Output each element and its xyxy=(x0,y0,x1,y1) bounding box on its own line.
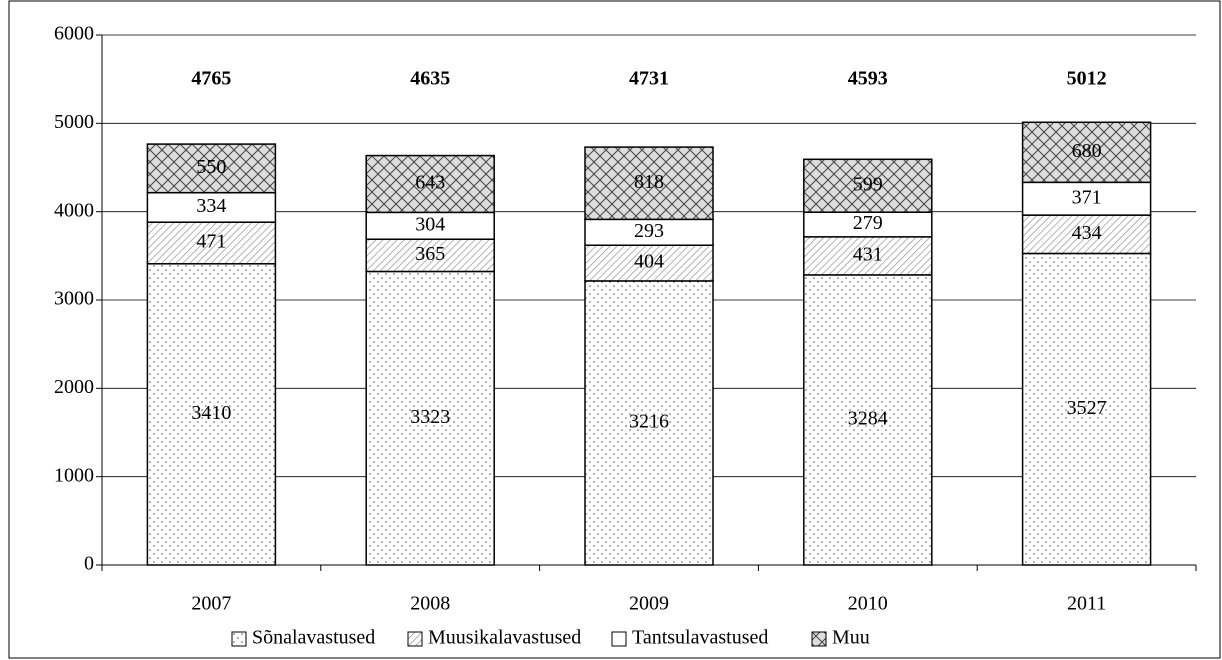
bar-segment xyxy=(365,238,495,273)
legend-label: Tantsulavastused xyxy=(632,627,768,649)
legend-label: Sõnalavastused xyxy=(252,627,375,649)
y-tick-label: 5000 xyxy=(54,111,94,133)
y-tick-label: 4000 xyxy=(54,199,94,221)
bar-segment xyxy=(803,158,933,213)
total-label: 4593 xyxy=(848,68,888,90)
y-tick-label: 6000 xyxy=(54,23,94,45)
bar-segment xyxy=(1021,121,1152,184)
bar-segment xyxy=(146,221,277,265)
bar-segment xyxy=(584,218,714,246)
bar-segment xyxy=(146,191,277,223)
total-label: 4765 xyxy=(191,68,231,90)
bar-segment xyxy=(365,154,495,214)
x-tick-label: 2009 xyxy=(629,593,669,615)
value-label: 643 xyxy=(415,172,445,194)
legend-swatch xyxy=(407,631,423,647)
bar-segment xyxy=(146,263,277,566)
y-tick-label: 1000 xyxy=(54,464,94,486)
total-label: 5012 xyxy=(1067,68,1107,90)
bar-segment xyxy=(146,143,277,194)
bar-segment xyxy=(365,270,495,566)
value-label: 471 xyxy=(196,231,226,253)
value-label: 293 xyxy=(634,220,664,242)
x-tick-label: 2008 xyxy=(410,593,450,615)
y-tick-label: 3000 xyxy=(54,288,94,310)
frame xyxy=(8,0,1221,659)
x-tick-label: 2011 xyxy=(1067,593,1106,615)
total-label: 4635 xyxy=(410,68,450,90)
y-tick-label: 2000 xyxy=(54,376,94,398)
value-label: 371 xyxy=(1072,186,1102,208)
value-label: 818 xyxy=(634,171,664,193)
value-label: 3527 xyxy=(1067,397,1107,419)
value-label: 404 xyxy=(634,251,664,273)
total-label: 4731 xyxy=(629,68,669,90)
value-label: 680 xyxy=(1072,140,1102,162)
bar-segment xyxy=(1021,214,1152,255)
bar-segment xyxy=(1021,181,1152,216)
value-label: 3216 xyxy=(629,411,669,433)
legend-label: Muusikalavastused xyxy=(428,627,581,649)
x-tick-label: 2010 xyxy=(848,593,888,615)
value-label: 599 xyxy=(853,173,883,195)
value-label: 3410 xyxy=(191,402,231,424)
legend-swatch xyxy=(231,631,247,647)
value-label: 431 xyxy=(853,243,883,265)
bar-segment xyxy=(584,146,714,221)
value-label: 550 xyxy=(196,156,226,178)
legend-swatch xyxy=(611,631,627,647)
value-label: 434 xyxy=(1072,222,1102,244)
x-tick-label: 2007 xyxy=(191,593,231,615)
bar-segment xyxy=(803,211,933,238)
value-label: 3284 xyxy=(848,408,888,430)
y-tick-label: 0 xyxy=(84,553,94,575)
value-label: 304 xyxy=(415,213,445,235)
bar-segment xyxy=(1021,252,1152,566)
legend-label: Muu xyxy=(832,627,870,649)
legend-swatch xyxy=(811,631,827,647)
value-label: 3323 xyxy=(410,406,450,428)
bar-segment xyxy=(803,274,933,566)
bar-segment xyxy=(584,280,714,566)
value-label: 334 xyxy=(196,195,226,217)
bar-segment xyxy=(365,211,495,240)
value-label: 365 xyxy=(415,243,445,265)
value-label: 279 xyxy=(853,212,883,234)
bar-segment xyxy=(584,244,714,282)
